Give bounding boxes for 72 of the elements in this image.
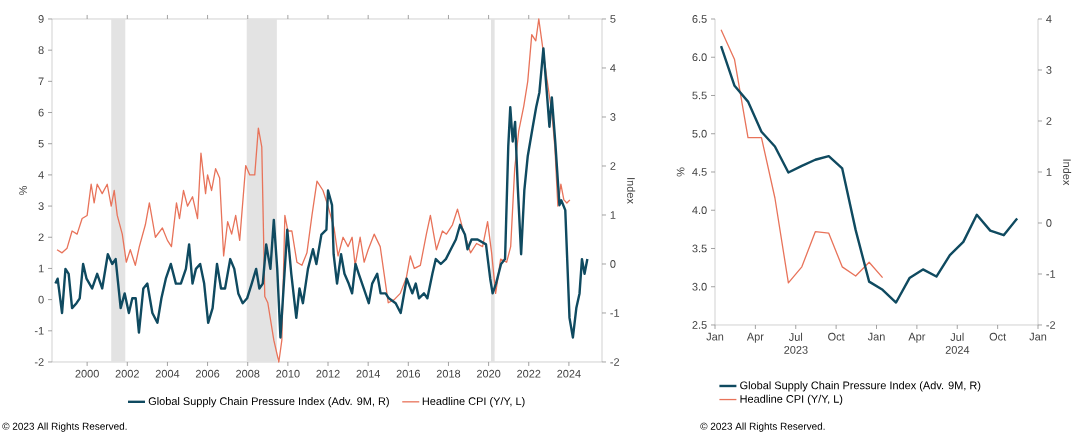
text: © 2023 All Rights Reserved. xyxy=(700,422,825,432)
line-series xyxy=(56,18,571,363)
y2-tick-label: 4 xyxy=(610,64,616,72)
y-tick-label: 6.0 xyxy=(692,53,707,62)
x-tick-label: Jan xyxy=(1029,332,1047,341)
y-tick-label: 6.5 xyxy=(692,15,707,23)
x-tick-label: 2022 xyxy=(517,369,541,378)
y-tick-label: 4 xyxy=(38,171,44,179)
y-tick-label: 3 xyxy=(38,202,44,210)
y-tick-label: 5.0 xyxy=(692,129,707,138)
y-axis-title: % xyxy=(676,167,685,177)
y2-tick-label: 1 xyxy=(1046,168,1052,176)
x-tick-label: 2006 xyxy=(195,369,220,378)
y-tick-label: -2 xyxy=(34,358,44,366)
x-tick-label: Jan xyxy=(867,332,885,341)
y2-tick-label: -2 xyxy=(610,358,620,366)
line-series xyxy=(720,29,884,284)
y-tick-label: 5.5 xyxy=(692,91,707,100)
y-tick-label: 7 xyxy=(38,77,44,86)
x-tick-label: 2008 xyxy=(236,369,260,378)
x-tick-label: 2020 xyxy=(476,369,501,378)
y-tick-label: -1 xyxy=(34,327,44,335)
y-tick-label: 6 xyxy=(38,108,44,117)
y-tick-label: 9 xyxy=(38,15,44,23)
y2-axis-title: Index xyxy=(1063,159,1072,186)
legend-label: Headline CPI (Y/Y, L) xyxy=(422,397,525,408)
y-tick-label: 4.0 xyxy=(692,206,707,215)
y2-tick-label: 4 xyxy=(1046,15,1052,23)
y-tick-label: 0 xyxy=(38,295,44,304)
line-series xyxy=(719,44,1019,304)
y-tick-label: 5 xyxy=(38,139,44,148)
x-tick-label: Oct xyxy=(989,332,1007,341)
y-axis-title: % xyxy=(19,186,27,195)
y2-tick-label: 2 xyxy=(1046,117,1052,125)
legend-label: Global Supply Chain Pressure Index (Adv. 9M, R) xyxy=(740,381,981,392)
y2-tick-label: 3 xyxy=(610,113,616,121)
x-tick-label: 2004 xyxy=(155,369,180,378)
x-tick-label: Jan xyxy=(706,332,724,341)
y2-tick-label: 5 xyxy=(610,15,616,23)
y2-tick-label: -1 xyxy=(610,309,620,317)
y2-tick-label: 1 xyxy=(610,211,616,219)
y-tick-label: 2.5 xyxy=(692,321,707,329)
x-tick-label: 2016 xyxy=(396,369,421,378)
y-tick-label: 1 xyxy=(38,264,44,273)
x-tick-label: 2010 xyxy=(276,369,300,378)
y-tick-label: 3.5 xyxy=(692,244,707,253)
y-tick-label: 8 xyxy=(38,46,44,55)
x-tick-label: 2014 xyxy=(356,369,381,378)
line-series xyxy=(54,47,589,339)
y2-axis-title: Index xyxy=(627,178,636,204)
legend-label: Headline CPI (Y/Y, L) xyxy=(740,394,843,405)
x-tick-label: 2000 xyxy=(75,369,99,378)
x-tick-label: Oct xyxy=(828,332,845,341)
legend-label: Global Supply Chain Pressure Index (Adv. 9M, R) xyxy=(148,397,389,408)
y-tick-label: 2 xyxy=(38,233,44,242)
x-tick-label: 2012 xyxy=(316,369,340,378)
y2-tick-label: 2 xyxy=(610,162,616,170)
x-tick-label: Jul 2024 xyxy=(945,332,970,354)
y-tick-label: 4.5 xyxy=(692,168,707,176)
y2-tick-label: -2 xyxy=(1046,321,1056,329)
x-tick-label: Apr xyxy=(746,332,764,343)
y2-tick-label: 3 xyxy=(1046,66,1052,74)
y-tick-label: 3.0 xyxy=(692,282,707,291)
x-tick-label: Jul 2023 xyxy=(784,332,808,354)
text: © 2023 All Rights Reserved. xyxy=(2,422,127,432)
x-tick-label: 2024 xyxy=(557,369,581,378)
y2-tick-label: -1 xyxy=(1046,270,1056,278)
x-tick-label: 2018 xyxy=(436,369,461,378)
x-tick-label: Apr xyxy=(908,332,926,343)
y2-tick-label: 0 xyxy=(1046,219,1052,227)
y2-tick-label: 0 xyxy=(610,260,616,268)
x-tick-label: 2002 xyxy=(115,369,139,378)
